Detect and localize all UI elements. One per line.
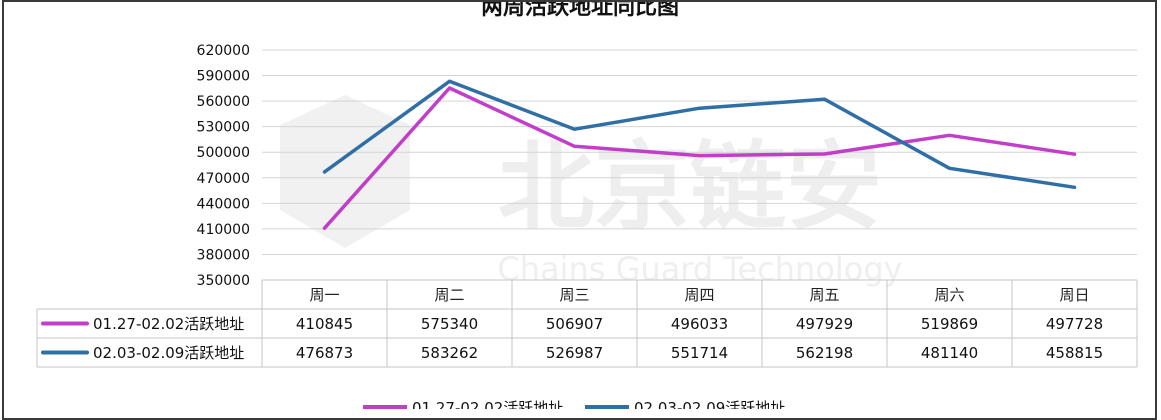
table-cell-value: 519869: [921, 315, 978, 333]
table-cell-value: 497929: [796, 315, 853, 333]
y-tick-label: 380000: [197, 247, 250, 263]
watermark-main-text: 北京链安: [498, 131, 882, 243]
table-series-label: 01.27-02.02活跃地址: [93, 315, 244, 333]
y-axis-ticks: 350000 380000 410000 440000 470000 500000 5300…: [197, 43, 250, 289]
y-tick-label: 410000: [197, 222, 250, 238]
table-cell-value: 410845: [296, 315, 353, 333]
y-tick-label: 620000: [197, 43, 250, 59]
x-category-label: 周六: [934, 286, 964, 304]
chart-title: 两周活跃地址同比图: [481, 0, 679, 20]
data-table: 周一 周二 周三 周四 周五 周六 周日 01.27-02.02活跃地址 410845 57534…: [36, 279, 1138, 368]
table-cell-value: 481140: [921, 344, 978, 362]
x-category-label: 周二: [434, 286, 464, 304]
y-tick-label: 590000: [197, 69, 250, 85]
x-category-label: 周一: [309, 286, 339, 304]
table-cell-value: 476873: [296, 344, 353, 362]
x-category-label: 周五: [809, 286, 839, 304]
table-cell-value: 497728: [1046, 315, 1103, 333]
y-tick-label: 350000: [197, 273, 250, 289]
table-series-label: 02.03-02.09活跃地址: [93, 344, 244, 362]
x-category-label: 周日: [1059, 286, 1089, 304]
y-tick-label: 440000: [197, 196, 250, 212]
line-chart: 北京链安 Chains Guard Technology 两周活跃地址同比图 3…: [36, 0, 1138, 417]
y-tick-label: 500000: [197, 145, 250, 161]
table-cell-value: 583262: [421, 344, 478, 362]
table-cell-value: 551714: [671, 344, 728, 362]
x-category-label: 周四: [684, 286, 714, 304]
series-lines: [322, 79, 1077, 230]
table-cell-value: 506907: [546, 315, 603, 333]
watermark-sub-text: Chains Guard Technology: [497, 250, 902, 288]
x-category-label: 周三: [559, 286, 589, 304]
series-line: [322, 86, 1077, 230]
table-cell-value: 526987: [546, 344, 603, 362]
series-line: [322, 79, 1077, 190]
table-cell-value: 458815: [1046, 344, 1103, 362]
table-cell-value: 575340: [421, 315, 478, 333]
y-tick-label: 530000: [197, 120, 250, 136]
table-cell-value: 562198: [796, 344, 853, 362]
y-tick-label: 470000: [197, 171, 250, 187]
y-tick-label: 560000: [197, 94, 250, 110]
table-cell-value: 496033: [671, 315, 728, 333]
